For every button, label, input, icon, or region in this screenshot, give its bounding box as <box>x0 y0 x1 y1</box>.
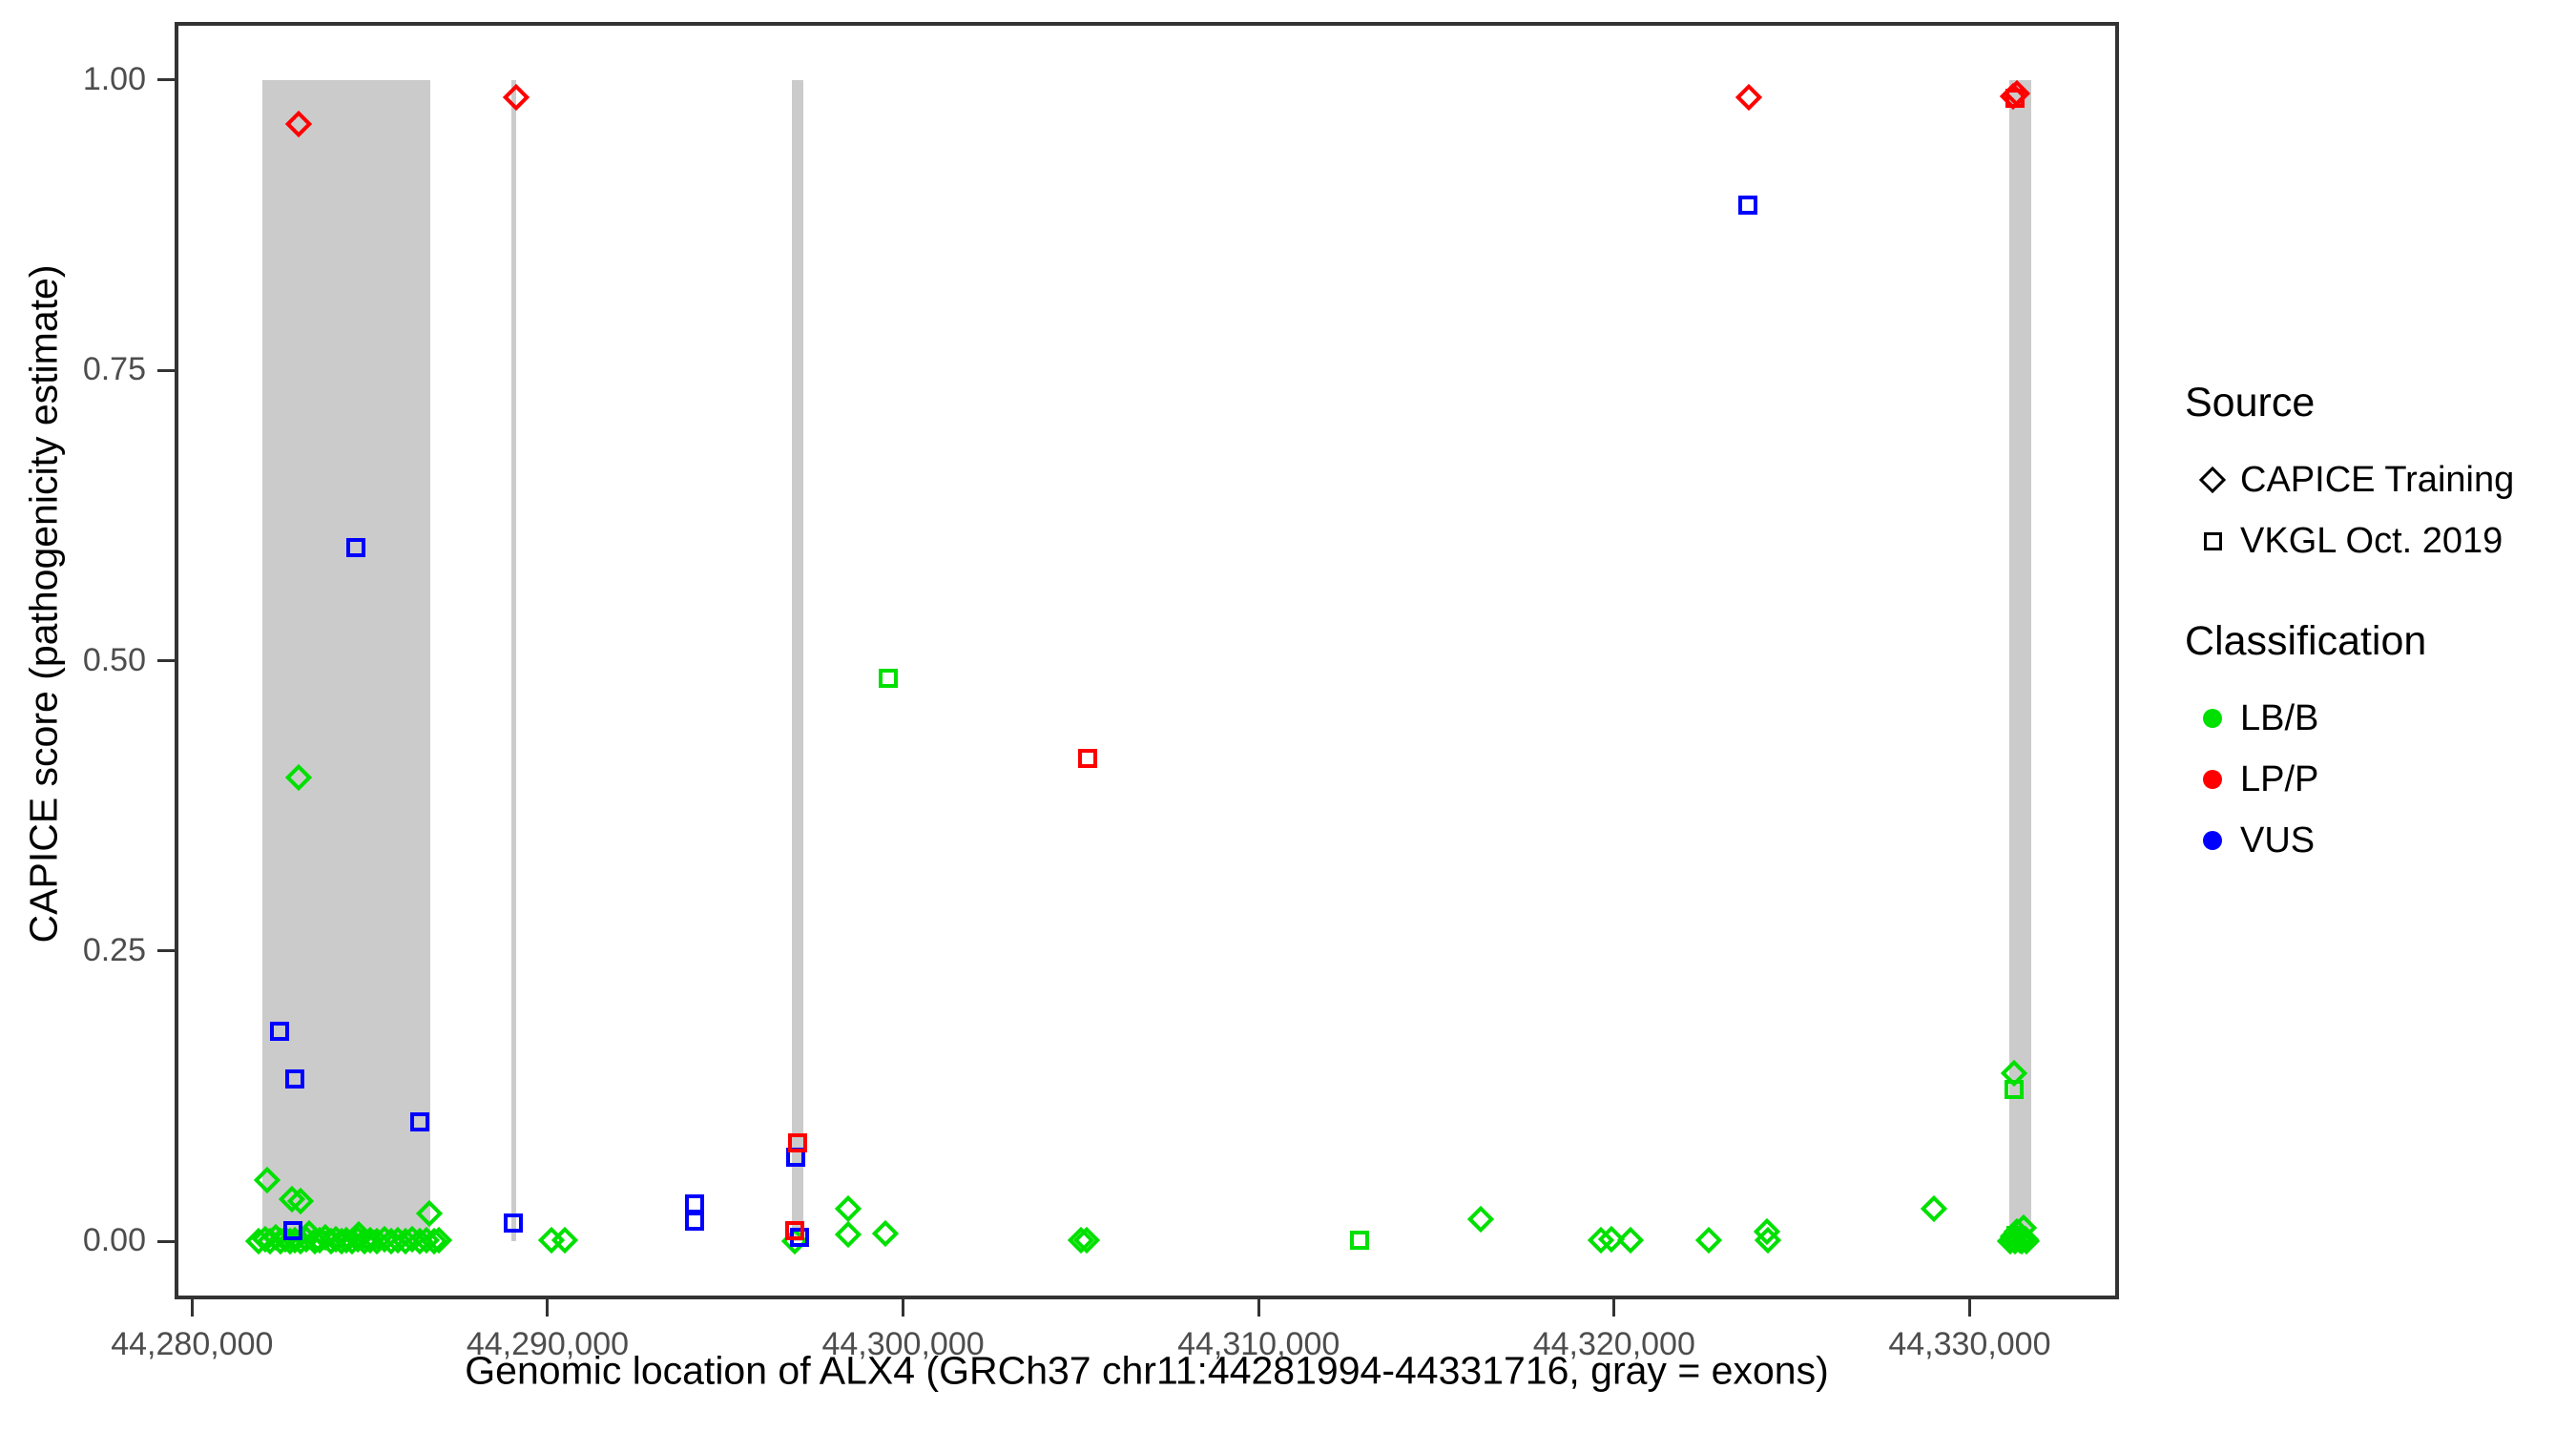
data-point-square <box>787 1132 807 1152</box>
blue-dot-icon <box>2203 831 2222 850</box>
data-point-square <box>283 1221 303 1241</box>
data-point-square <box>2005 89 2025 109</box>
data-point-square <box>878 668 898 688</box>
data-point-square <box>1738 196 1758 216</box>
legend-source-title: Source <box>2185 380 2316 425</box>
data-point-square <box>284 1068 304 1089</box>
x-tick-mark <box>1257 1299 1260 1317</box>
legend-classification-title: Classification <box>2185 618 2427 664</box>
data-point-square <box>310 1230 330 1250</box>
exon-region <box>261 79 431 1242</box>
y-tick-mark <box>157 949 175 953</box>
legend-item-lbb: LB/B <box>2185 688 2576 749</box>
legend-item-capice-training: CAPICE Training <box>2185 449 2576 510</box>
legend-source: Source CAPICE Training VKGL Oct. 2019 <box>2185 380 2576 571</box>
legend-item-label: LB/B <box>2240 697 2319 738</box>
y-tick-label: 1.00 <box>82 60 146 97</box>
data-point-square <box>2005 1079 2025 1099</box>
x-tick-mark <box>546 1299 550 1317</box>
y-tick-label: 0.25 <box>82 931 146 968</box>
y-tick-mark <box>157 659 175 662</box>
x-tick-mark <box>902 1299 905 1317</box>
data-point-square <box>684 1194 704 1214</box>
x-axis-title: Genomic location of ALX4 (GRCh37 chr11:4… <box>465 1348 1829 1393</box>
red-dot-icon <box>2203 770 2222 789</box>
square-icon <box>2203 531 2222 550</box>
legend-item-vus: VUS <box>2185 810 2576 871</box>
data-point-square <box>1349 1230 1369 1250</box>
green-dot-icon <box>2203 709 2222 728</box>
y-tick-label: 0.00 <box>82 1222 146 1259</box>
legend-item-vkgl: VKGL Oct. 2019 <box>2185 510 2576 571</box>
y-tick-label: 0.50 <box>82 641 146 678</box>
x-tick-label: 44,330,000 <box>1888 1326 2051 1362</box>
data-point-square <box>503 1213 523 1233</box>
legend-item-label: VUS <box>2240 819 2316 861</box>
legend-item-label: CAPICE Training <box>2240 459 2515 500</box>
x-tick-label: 44,310,000 <box>1177 1326 1340 1362</box>
legend-classification: Classification LB/B LP/P VUS <box>2185 618 2576 871</box>
data-point-square <box>269 1021 289 1041</box>
y-tick-mark <box>157 1239 175 1243</box>
x-tick-mark <box>190 1299 194 1317</box>
data-point-square <box>684 1212 704 1232</box>
data-point-square <box>785 1221 805 1241</box>
data-point-square <box>1078 748 1098 768</box>
plot-area <box>175 22 2119 1299</box>
exon-region <box>511 79 516 1242</box>
x-tick-mark <box>1612 1299 1616 1317</box>
legend-item-label: LP/P <box>2240 758 2319 799</box>
x-tick-label: 44,280,000 <box>111 1326 274 1362</box>
x-tick-mark <box>1967 1299 1971 1317</box>
data-point-square <box>345 538 365 558</box>
exon-region <box>2009 79 2031 1242</box>
legend-item-lpp: LP/P <box>2185 749 2576 810</box>
diamond-icon <box>2198 466 2227 494</box>
data-point-square <box>2005 1226 2025 1246</box>
data-point-square <box>360 1229 380 1249</box>
data-point-square <box>410 1111 430 1131</box>
exon-region <box>791 79 803 1242</box>
x-tick-label: 44,320,000 <box>1532 1326 1695 1362</box>
y-tick-label: 0.75 <box>82 351 146 388</box>
x-tick-label: 44,290,000 <box>466 1326 630 1362</box>
x-tick-label: 44,300,000 <box>821 1326 985 1362</box>
y-tick-mark <box>157 78 175 82</box>
legend-item-label: VKGL Oct. 2019 <box>2240 520 2503 561</box>
y-tick-mark <box>157 368 175 372</box>
